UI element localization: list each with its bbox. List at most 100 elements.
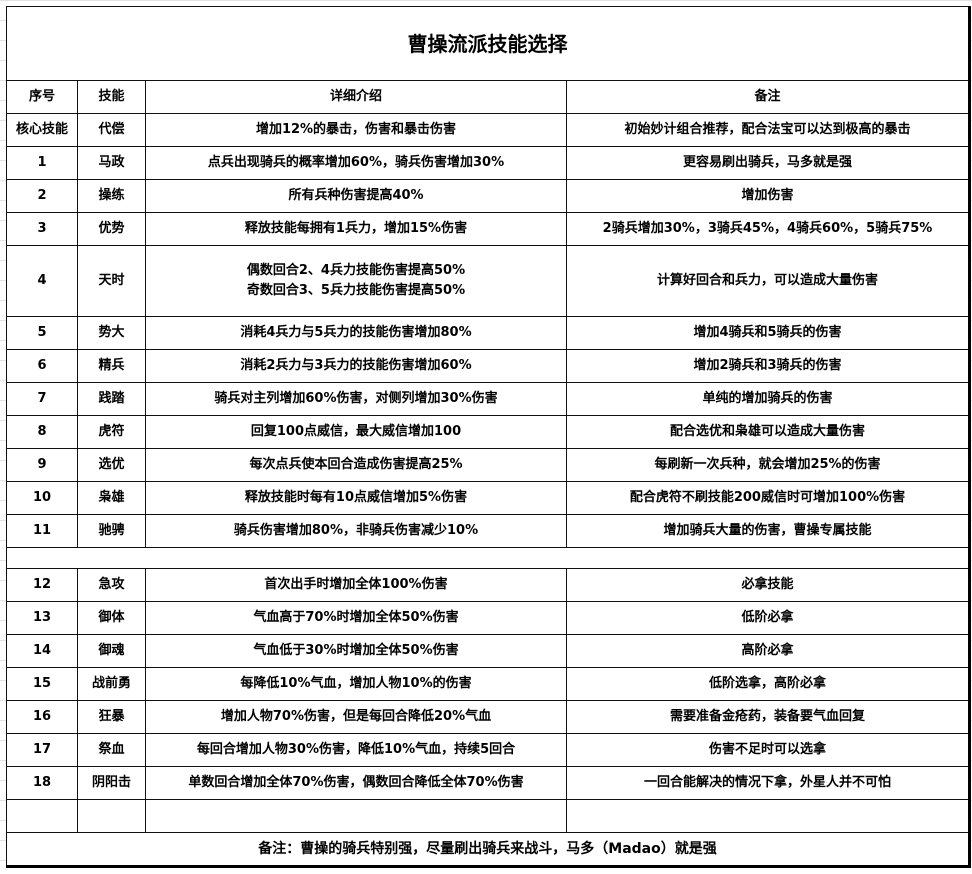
footer-note[interactable]: 备注：曹操的骑兵特别强，尽量刷出骑兵来战斗，马多（Madao）就是强 bbox=[6, 832, 970, 867]
cell-no[interactable]: 11 bbox=[6, 514, 78, 548]
cell-no[interactable]: 2 bbox=[6, 179, 78, 213]
cell-desc[interactable]: 增加12%的暴击，伤害和暴击伤害 bbox=[145, 113, 567, 147]
cell-desc[interactable]: 释放技能时每有10点威信增加5%伤害 bbox=[145, 481, 567, 515]
table-row: 10 枭雄 释放技能时每有10点威信增加5%伤害 配合虎符不刷技能200威信时可增加1… bbox=[6, 481, 970, 515]
cell-no[interactable]: 12 bbox=[6, 568, 78, 602]
cell-note[interactable]: 必拿技能 bbox=[566, 568, 970, 602]
cell-skill[interactable]: 战前勇 bbox=[77, 667, 146, 701]
cell-no[interactable]: 8 bbox=[6, 415, 78, 449]
skill-table: 曹操流派技能选择 序号 技能 详细介绍 备注 核心技能 代偿 增加12%的暴击，伤害… bbox=[6, 6, 971, 868]
cell-desc[interactable]: 点兵出现骑兵的概率增加60%，骑兵伤害增加30% bbox=[145, 146, 567, 180]
cell-desc[interactable]: 每降低10%气血，增加人物10%的伤害 bbox=[145, 667, 567, 701]
cell-note[interactable]: 更容易刷出骑兵，马多就是强 bbox=[566, 146, 970, 180]
cell-no[interactable]: 6 bbox=[6, 349, 78, 383]
cell-skill[interactable]: 祭血 bbox=[77, 733, 146, 767]
cell-skill[interactable]: 阴阳击 bbox=[77, 766, 146, 800]
cell-no[interactable]: 17 bbox=[6, 733, 78, 767]
table-row: 5 势大 消耗4兵力与5兵力的技能伤害增加80% 增加4骑兵和5骑兵的伤害 bbox=[6, 316, 970, 350]
header-skill[interactable]: 技能 bbox=[77, 80, 146, 114]
cell-skill[interactable]: 马政 bbox=[77, 146, 146, 180]
cell-note[interactable]: 高阶必拿 bbox=[566, 634, 970, 668]
cell-skill[interactable]: 优势 bbox=[77, 212, 146, 246]
spacer-cell bbox=[6, 547, 970, 569]
cell-note[interactable]: 配合选优和枭雄可以造成大量伤害 bbox=[566, 415, 970, 449]
cell-desc[interactable]: 增加人物70%伤害，但是每回合降低20%气血 bbox=[145, 700, 567, 734]
cell-note[interactable]: 初始妙计组合推荐，配合法宝可以达到极高的暴击 bbox=[566, 113, 970, 147]
table-row: 7 践踏 骑兵对主列增加60%伤害，对侧列增加30%伤害 单纯的增加骑兵的伤害 bbox=[6, 382, 970, 416]
cell-skill[interactable]: 狂暴 bbox=[77, 700, 146, 734]
cell-note[interactable]: 低阶必拿 bbox=[566, 601, 970, 635]
cell-desc[interactable]: 每回合增加人物30%伤害，降低10%气血，持续5回合 bbox=[145, 733, 567, 767]
table-row: 3 优势 释放技能每拥有1兵力，增加15%伤害 2骑兵增加30%，3骑兵45%，4骑兵… bbox=[6, 212, 970, 246]
cell-skill[interactable]: 枭雄 bbox=[77, 481, 146, 515]
cell-no[interactable]: 7 bbox=[6, 382, 78, 416]
cell-no[interactable]: 14 bbox=[6, 634, 78, 668]
cell-desc[interactable]: 偶数回合2、4兵力技能伤害提高50% 奇数回合3、5兵力技能伤害提高50% bbox=[145, 245, 567, 317]
cell-no[interactable]: 1 bbox=[6, 146, 78, 180]
cell-note[interactable]: 增加伤害 bbox=[566, 179, 970, 213]
cell-skill[interactable]: 践踏 bbox=[77, 382, 146, 416]
cell-skill[interactable]: 代偿 bbox=[77, 113, 146, 147]
cell-desc[interactable]: 骑兵对主列增加60%伤害，对侧列增加30%伤害 bbox=[145, 382, 567, 416]
cell-no[interactable]: 13 bbox=[6, 601, 78, 635]
cell-skill[interactable]: 急攻 bbox=[77, 568, 146, 602]
cell-note[interactable]: 伤害不足时可以选拿 bbox=[566, 733, 970, 767]
table-row: 8 虎符 回复100点威信，最大威信增加100 配合选优和枭雄可以造成大量伤害 bbox=[6, 415, 970, 449]
cell-note[interactable] bbox=[566, 799, 970, 833]
cell-note[interactable]: 一回合能解决的情况下拿，外星人并不可怕 bbox=[566, 766, 970, 800]
table-row: 11 驰骋 骑兵伤害增加80%，非骑兵伤害减少10% 增加骑兵大量的伤害，曹操专属技能 bbox=[6, 514, 970, 548]
table-row: 4 天时 偶数回合2、4兵力技能伤害提高50% 奇数回合3、5兵力技能伤害提高50% 计… bbox=[6, 245, 970, 317]
cell-note[interactable]: 单纯的增加骑兵的伤害 bbox=[566, 382, 970, 416]
cell-desc[interactable]: 消耗2兵力与3兵力的技能伤害增加60% bbox=[145, 349, 567, 383]
cell-skill[interactable]: 虎符 bbox=[77, 415, 146, 449]
cell-note[interactable]: 每刷新一次兵种，就会增加25%的伤害 bbox=[566, 448, 970, 482]
header-no[interactable]: 序号 bbox=[6, 80, 78, 114]
cell-skill[interactable]: 御体 bbox=[77, 601, 146, 635]
table-row: 12 急攻 首次出手时增加全体100%伤害 必拿技能 bbox=[6, 568, 970, 602]
cell-no[interactable]: 18 bbox=[6, 766, 78, 800]
cell-no[interactable] bbox=[6, 799, 78, 833]
cell-desc[interactable]: 释放技能每拥有1兵力，增加15%伤害 bbox=[145, 212, 567, 246]
desc-line: 偶数回合2、4兵力技能伤害提高50% bbox=[246, 263, 466, 278]
cell-desc[interactable]: 首次出手时增加全体100%伤害 bbox=[145, 568, 567, 602]
header-desc[interactable]: 详细介绍 bbox=[145, 80, 567, 114]
cell-note[interactable]: 配合虎符不刷技能200威信时可增加100%伤害 bbox=[566, 481, 970, 515]
cell-no[interactable]: 15 bbox=[6, 667, 78, 701]
cell-desc[interactable] bbox=[145, 799, 567, 833]
cell-no[interactable]: 4 bbox=[6, 245, 78, 317]
table-row: 1 马政 点兵出现骑兵的概率增加60%，骑兵伤害增加30% 更容易刷出骑兵，马多就是强 bbox=[6, 146, 970, 180]
table-row: 13 御体 气血高于70%时增加全体50%伤害 低阶必拿 bbox=[6, 601, 970, 635]
cell-no[interactable]: 核心技能 bbox=[6, 113, 78, 147]
cell-note[interactable]: 低阶选拿，高阶必拿 bbox=[566, 667, 970, 701]
cell-desc[interactable]: 单数回合增加全体70%伤害，偶数回合降低全体70%伤害 bbox=[145, 766, 567, 800]
cell-skill[interactable] bbox=[77, 799, 146, 833]
cell-skill[interactable]: 选优 bbox=[77, 448, 146, 482]
table-row: 2 操练 所有兵种伤害提高40% 增加伤害 bbox=[6, 179, 970, 213]
cell-desc[interactable]: 气血低于30%时增加全体50%伤害 bbox=[145, 634, 567, 668]
cell-desc[interactable]: 所有兵种伤害提高40% bbox=[145, 179, 567, 213]
cell-skill[interactable]: 驰骋 bbox=[77, 514, 146, 548]
cell-note[interactable]: 增加骑兵大量的伤害，曹操专属技能 bbox=[566, 514, 970, 548]
cell-skill[interactable]: 操练 bbox=[77, 179, 146, 213]
cell-note[interactable]: 需要准备金疮药，装备要气血回复 bbox=[566, 700, 970, 734]
cell-desc[interactable]: 气血高于70%时增加全体50%伤害 bbox=[145, 601, 567, 635]
cell-desc[interactable]: 消耗4兵力与5兵力的技能伤害增加80% bbox=[145, 316, 567, 350]
cell-note[interactable]: 计算好回合和兵力，可以造成大量伤害 bbox=[566, 245, 970, 317]
cell-skill[interactable]: 天时 bbox=[77, 245, 146, 317]
cell-note[interactable]: 2骑兵增加30%，3骑兵45%，4骑兵60%，5骑兵75% bbox=[566, 212, 970, 246]
cell-no[interactable]: 3 bbox=[6, 212, 78, 246]
cell-skill[interactable]: 势大 bbox=[77, 316, 146, 350]
cell-desc[interactable]: 回复100点威信，最大威信增加100 bbox=[145, 415, 567, 449]
cell-no[interactable]: 16 bbox=[6, 700, 78, 734]
cell-no[interactable]: 9 bbox=[6, 448, 78, 482]
table-title[interactable]: 曹操流派技能选择 bbox=[6, 6, 970, 81]
cell-no[interactable]: 10 bbox=[6, 481, 78, 515]
cell-skill[interactable]: 御魂 bbox=[77, 634, 146, 668]
cell-skill[interactable]: 精兵 bbox=[77, 349, 146, 383]
cell-desc[interactable]: 骑兵伤害增加80%，非骑兵伤害减少10% bbox=[145, 514, 567, 548]
cell-no[interactable]: 5 bbox=[6, 316, 78, 350]
cell-desc[interactable]: 每次点兵使本回合造成伤害提高25% bbox=[145, 448, 567, 482]
cell-note[interactable]: 增加4骑兵和5骑兵的伤害 bbox=[566, 316, 970, 350]
cell-note[interactable]: 增加2骑兵和3骑兵的伤害 bbox=[566, 349, 970, 383]
header-note[interactable]: 备注 bbox=[566, 80, 970, 114]
